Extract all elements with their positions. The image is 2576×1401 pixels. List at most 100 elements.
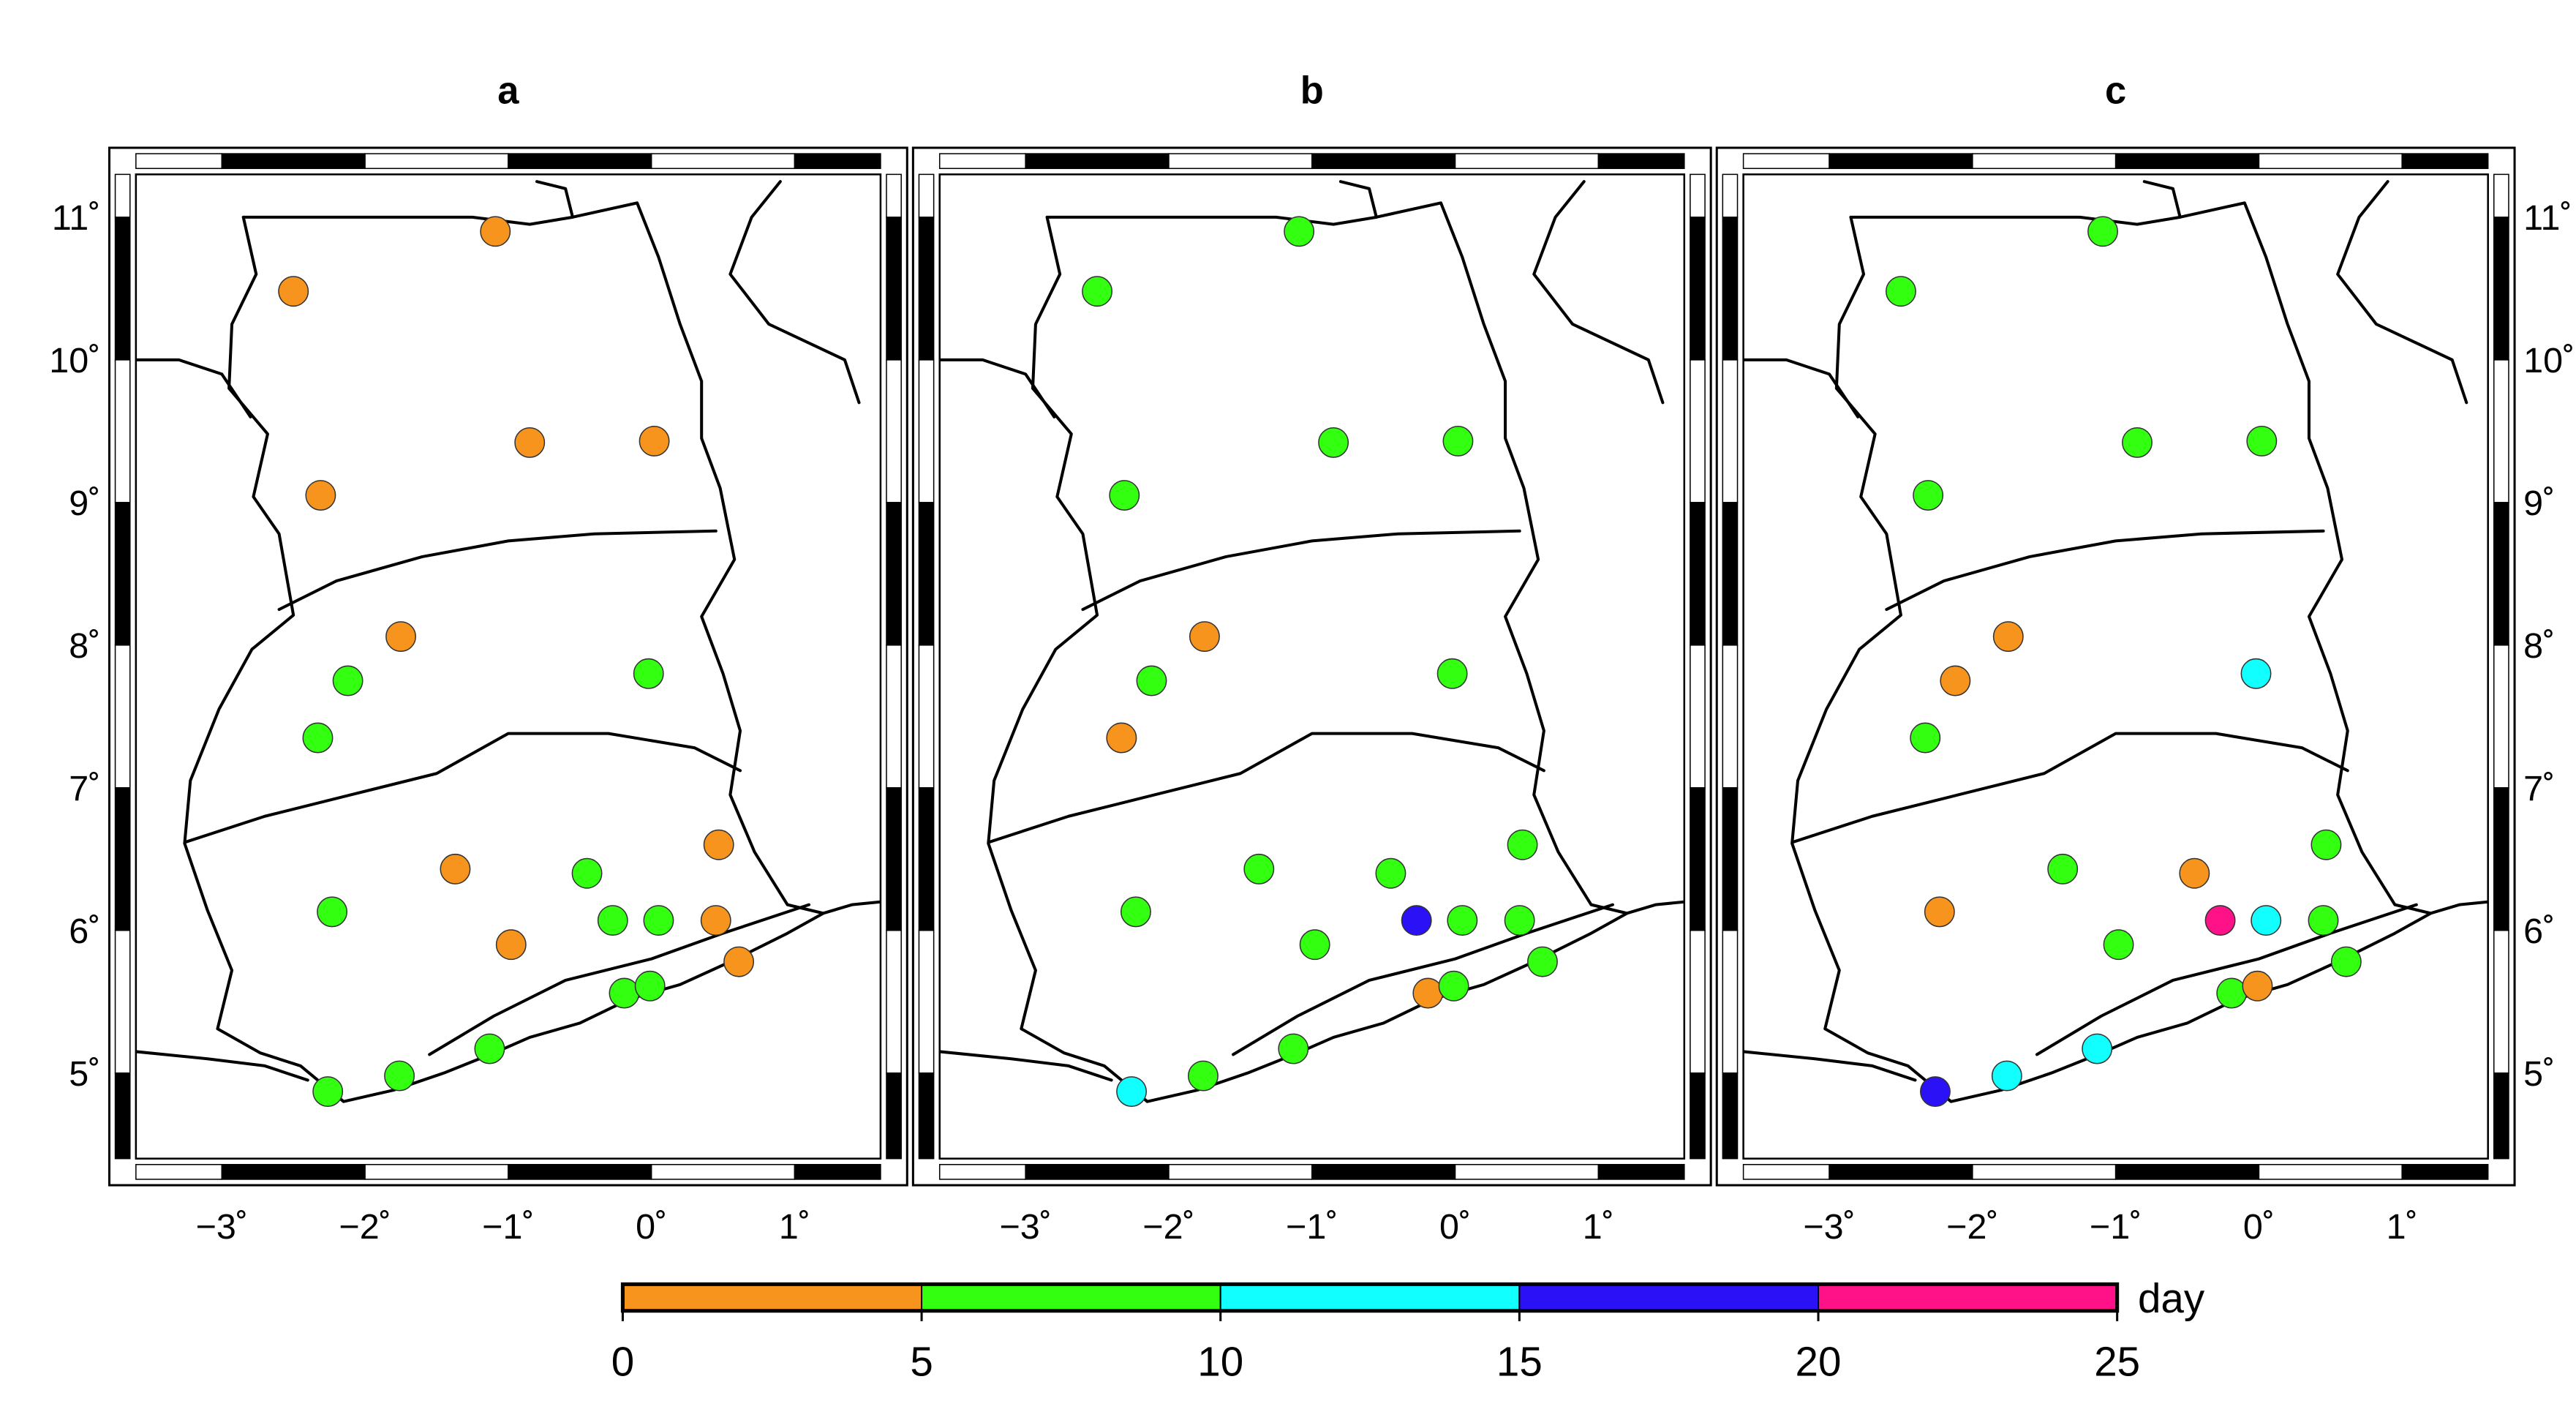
- colorbar-outline: [620, 1282, 2120, 1313]
- stations: [278, 216, 755, 1107]
- station-marker: [1082, 276, 1113, 307]
- station-marker: [1527, 946, 1558, 977]
- station-marker: [1447, 905, 1478, 936]
- station-marker: [723, 946, 755, 977]
- station-marker: [2311, 829, 2342, 860]
- lat-tick-label: 9˚: [2523, 484, 2555, 523]
- stations: [1886, 216, 2362, 1107]
- boundary-lines: [1743, 180, 2488, 1103]
- station-marker: [609, 977, 640, 1009]
- boundary-line: [1885, 529, 2325, 612]
- station-marker: [597, 905, 628, 936]
- boundary-line: [135, 358, 252, 418]
- station-marker: [1940, 665, 1971, 696]
- station-marker: [1507, 829, 1538, 860]
- lon-tick-label: −1˚: [482, 1207, 534, 1247]
- colorbar: 0 5 10 15 20 25 day: [611, 1275, 2205, 1385]
- lat-tick-label: 11˚: [2523, 198, 2572, 238]
- boundary-line: [728, 180, 861, 405]
- boundary-line: [1081, 529, 1521, 612]
- station-marker: [1284, 216, 1315, 247]
- panel-label: b: [1300, 69, 1324, 112]
- boundary-line: [1532, 180, 1665, 405]
- frame-degree-bands: [918, 153, 1706, 1180]
- lon-tick-label: 1˚: [779, 1207, 810, 1247]
- lon-tick-label: −2˚: [1946, 1207, 1998, 1247]
- station-marker: [1438, 970, 1469, 1002]
- station-marker: [2246, 426, 2278, 457]
- station-marker: [495, 929, 527, 961]
- boundary-line: [1790, 201, 2433, 1103]
- station-marker: [703, 829, 734, 860]
- lat-tick-label: 8˚: [2523, 626, 2555, 666]
- station-marker: [384, 1060, 415, 1092]
- station-marker: [1991, 1060, 2022, 1092]
- map-area: [135, 173, 882, 1160]
- boundary-line: [1743, 358, 1860, 418]
- boundary-line: [184, 732, 742, 844]
- lat-tick-label: 5˚: [69, 1054, 100, 1094]
- station-marker: [474, 1033, 505, 1064]
- boundary-line: [2035, 903, 2418, 1056]
- lat-tick-label: 5˚: [2523, 1054, 2555, 1094]
- station-marker: [1120, 896, 1151, 928]
- station-marker: [332, 665, 364, 696]
- station-marker: [1401, 905, 1432, 936]
- colorbar-tick-label: 20: [1796, 1339, 1842, 1385]
- boundary-line: [939, 358, 1056, 418]
- station-marker: [1189, 621, 1220, 653]
- frame-degree-bands: [114, 153, 902, 1180]
- boundary-line: [821, 900, 881, 915]
- lon-tick-label: −1˚: [1286, 1207, 1338, 1247]
- lon-tick-label: 1˚: [1583, 1207, 1614, 1247]
- boundary-lines: [135, 180, 881, 1103]
- station-marker: [2308, 905, 2339, 936]
- colorbar-tick-label: 5: [910, 1339, 933, 1385]
- station-marker: [278, 276, 309, 307]
- lon-tick-label: 0˚: [636, 1207, 667, 1247]
- station-marker: [700, 905, 731, 936]
- boundary-line: [1625, 900, 1684, 915]
- station-marker: [305, 480, 336, 511]
- map-panel-b: b −3˚ −2˚ −1˚ 0˚ 1˚: [911, 69, 1712, 1247]
- map-panels: a −3˚ −2˚ −1˚ 0˚ 1˚ 11˚ 10˚ 9˚ 8˚ 7˚ 6˚ 5˚ b −3˚ −2˚ −1˚…: [49, 69, 2575, 1246]
- station-marker: [1442, 426, 1474, 457]
- colorbar-unit: day: [2138, 1275, 2205, 1321]
- station-marker: [1375, 857, 1406, 889]
- station-marker: [317, 896, 348, 928]
- boundary-lines: [939, 180, 1684, 1103]
- boundary-line: [428, 903, 811, 1056]
- lon-tick-label: −1˚: [2090, 1207, 2142, 1247]
- lat-tick-label: 6˚: [2523, 912, 2555, 951]
- colorbar-group: 0 5 10 15 20 25 day: [611, 1275, 2205, 1385]
- boundary-line: [135, 1050, 309, 1082]
- lon-tick-label: 0˚: [2243, 1207, 2275, 1247]
- frame-degree-bands: [1722, 153, 2509, 1180]
- lat-tick-label: 11˚: [52, 198, 100, 238]
- colorbar-tick-label: 0: [611, 1339, 634, 1385]
- boundary-line: [987, 201, 1629, 1103]
- station-marker: [2330, 946, 2362, 977]
- station-marker: [2082, 1033, 2113, 1064]
- station-marker: [440, 853, 471, 884]
- lon-tick-label: −3˚: [1803, 1207, 1855, 1247]
- colorbar-tick-label: 25: [2094, 1339, 2140, 1385]
- lon-tick-label: −3˚: [999, 1207, 1051, 1247]
- station-marker: [1106, 722, 1137, 754]
- colorbar-segment: [1219, 1283, 1521, 1312]
- station-marker: [1886, 276, 1916, 307]
- station-marker: [480, 216, 511, 247]
- station-marker: [1243, 853, 1275, 884]
- colorbar-segment: [1818, 1283, 2118, 1312]
- station-marker: [385, 621, 416, 653]
- station-marker: [634, 970, 666, 1002]
- station-marker: [312, 1076, 344, 1107]
- boundary-line: [988, 732, 1545, 844]
- boundary-line: [1338, 180, 1378, 219]
- station-marker: [1992, 621, 2024, 653]
- map-area: [1742, 173, 2489, 1160]
- station-marker: [1318, 427, 1349, 458]
- boundary-line: [2142, 180, 2182, 219]
- station-marker: [1910, 722, 1941, 754]
